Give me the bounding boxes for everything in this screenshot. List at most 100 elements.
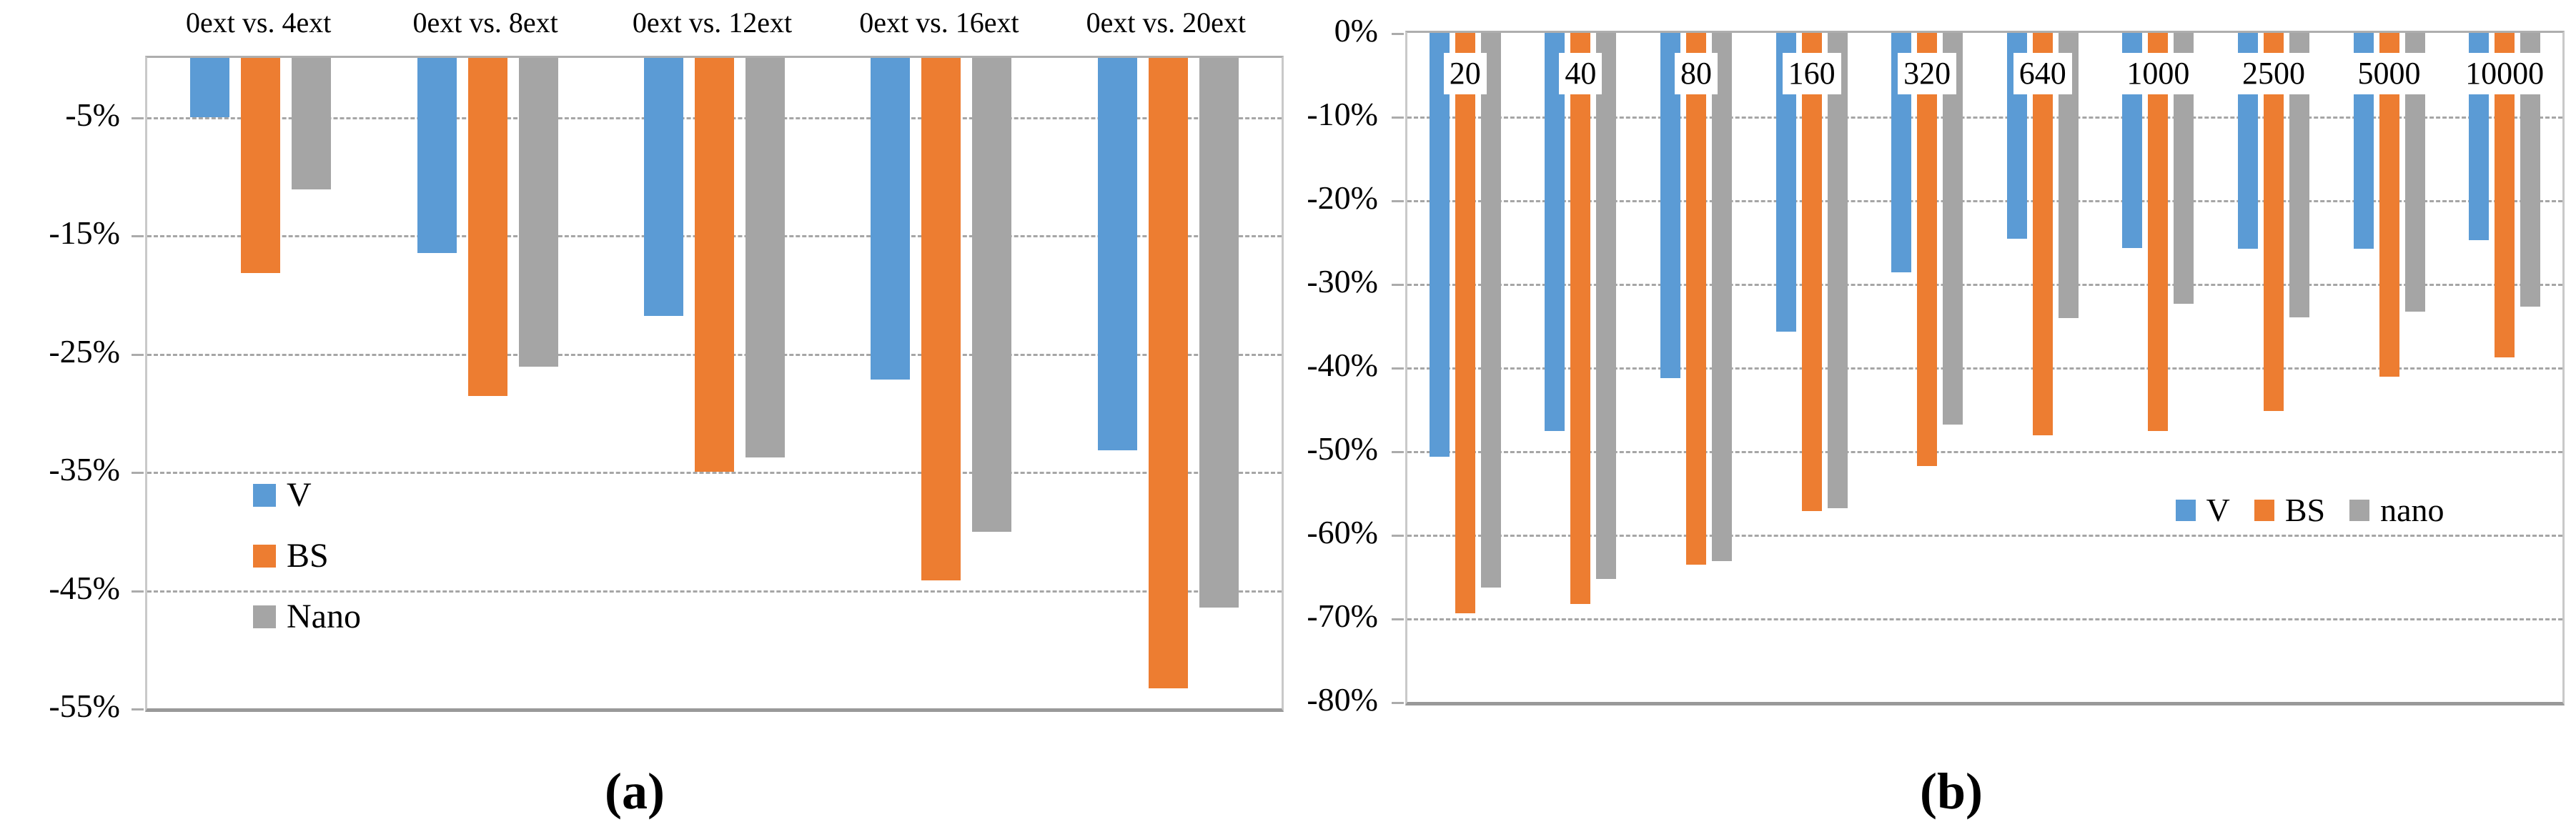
- legend-label: nano: [2380, 492, 2444, 528]
- bar-nano: [1596, 33, 1617, 579]
- bar-group: 10000: [2447, 33, 2562, 702]
- legend-item-nano: Nano: [253, 600, 361, 634]
- gridline: [1407, 367, 2562, 370]
- bar-group: 320: [1869, 33, 1985, 702]
- legend-label: V: [287, 476, 312, 514]
- bar-bs: [2263, 33, 2284, 411]
- panel-label-a: (a): [605, 763, 665, 820]
- y-tick-label: -5%: [65, 96, 120, 133]
- bar-v: [644, 58, 684, 316]
- chart-panel-a: -5% -15% -25% -35% -45% -55% 0ext vs. 4ext 0ex…: [0, 0, 1287, 837]
- legend-swatch-icon: [2349, 500, 2370, 521]
- y-tick-label: -25%: [49, 332, 120, 370]
- y-tick-label: -15%: [49, 214, 120, 252]
- plot-area-b: 20 40 80 160 320 640 1000 2500 5000 10000 V BS nano: [1392, 31, 2565, 705]
- legend-item-nano: nano: [2349, 494, 2444, 527]
- bar-group: [828, 58, 1054, 708]
- panel-label-b: (b): [1920, 763, 1983, 820]
- bar-groups: 20 40 80 160 320 640 1000 2500 5000 10000: [1407, 33, 2562, 702]
- y-axis-a: -5% -15% -25% -35% -45% -55%: [0, 56, 120, 722]
- bar-bs: [1685, 33, 1706, 565]
- y-tick-label: -20%: [1307, 179, 1378, 216]
- bar-nano: [1943, 33, 1963, 425]
- bar-bs: [1570, 33, 1591, 605]
- bar-group: 160: [1754, 33, 1870, 702]
- bar-nano: [1827, 33, 1848, 508]
- legend-label: BS: [287, 537, 329, 575]
- axis-tick: [1392, 702, 1404, 704]
- bar-v: [871, 58, 911, 380]
- bar-nano: [1711, 33, 1732, 562]
- bar-bs: [2032, 33, 2053, 435]
- category-label: 160: [1782, 53, 1841, 94]
- bar-bs: [1455, 33, 1475, 613]
- gridline: [1407, 535, 2562, 537]
- category-label: 0ext vs. 4ext: [186, 6, 332, 39]
- axis-tick: [1392, 535, 1404, 537]
- bar-group: 80: [1638, 33, 1754, 702]
- category-label: 10000: [2459, 53, 2550, 94]
- bar-bs: [1148, 58, 1188, 688]
- axis-tick: [132, 353, 144, 356]
- y-tick-label: -40%: [1307, 347, 1378, 383]
- bar-v: [1097, 58, 1137, 451]
- legend: V BS Nano: [253, 478, 361, 634]
- category-label: 0ext vs. 16ext: [859, 6, 1019, 39]
- bar-nano: [292, 58, 332, 189]
- category-label: 0ext vs. 8ext: [412, 6, 558, 39]
- category-labels-a: 0ext vs. 4ext 0ext vs. 8ext 0ext vs. 12ext…: [145, 6, 1279, 39]
- bar-group: [1055, 58, 1282, 708]
- legend-item-bs: BS: [253, 539, 361, 573]
- legend-label: V: [2206, 492, 2230, 528]
- bar-bs: [1801, 33, 1822, 512]
- axis-tick: [1392, 33, 1404, 35]
- y-tick-label: 0%: [1334, 12, 1378, 49]
- bar-groups: [147, 58, 1282, 708]
- category-label: 1000: [2121, 53, 2196, 94]
- bar-bs: [695, 58, 735, 472]
- bar-group: 40: [1523, 33, 1639, 702]
- axis-tick: [132, 117, 144, 119]
- bar-group: [601, 58, 828, 708]
- legend-item-v: V: [2175, 492, 2230, 528]
- axis-tick: [1392, 200, 1404, 202]
- y-tick-label: -45%: [49, 569, 120, 606]
- gridline: [1407, 451, 2562, 453]
- bar-group: [374, 58, 600, 708]
- bar-v: [1545, 33, 1565, 431]
- category-label: 320: [1898, 53, 1957, 94]
- legend-label: BS: [2284, 492, 2326, 528]
- bar-nano: [972, 58, 1012, 533]
- category-label: 80: [1674, 53, 1718, 94]
- y-tick-label: -70%: [1307, 598, 1378, 634]
- gridline: [1407, 117, 2562, 119]
- bar-group: [147, 58, 374, 708]
- bar-v: [190, 58, 230, 117]
- y-tick-label: -55%: [49, 688, 120, 724]
- bar-group: 20: [1407, 33, 1523, 702]
- bar-bs: [1917, 33, 1938, 467]
- plot-area-a: V BS Nano: [132, 56, 1284, 712]
- gridline: [1407, 284, 2562, 286]
- y-tick-label: -80%: [1307, 681, 1378, 718]
- bar-group: 1000: [2101, 33, 2216, 702]
- category-label: 20: [1443, 53, 1487, 94]
- bar-group: 5000: [2332, 33, 2447, 702]
- bar-v: [1429, 33, 1450, 457]
- gridline: [1407, 618, 2562, 620]
- legend-item-bs: BS: [2254, 494, 2325, 527]
- y-tick-label: -10%: [1307, 96, 1378, 132]
- y-tick-label: -60%: [1307, 514, 1378, 550]
- bar-nano: [1480, 33, 1501, 588]
- y-tick-label: -35%: [49, 451, 120, 488]
- bar-bs: [467, 58, 507, 397]
- category-label: 2500: [2236, 53, 2311, 94]
- bar-nano: [745, 58, 786, 458]
- legend-label: Nano: [287, 598, 361, 635]
- legend-swatch-icon: [253, 545, 276, 568]
- axis-tick: [132, 472, 144, 475]
- category-label: 40: [1559, 53, 1602, 94]
- axis-tick: [132, 590, 144, 593]
- legend-item-v: V: [253, 478, 361, 512]
- y-tick-label: -30%: [1307, 263, 1378, 299]
